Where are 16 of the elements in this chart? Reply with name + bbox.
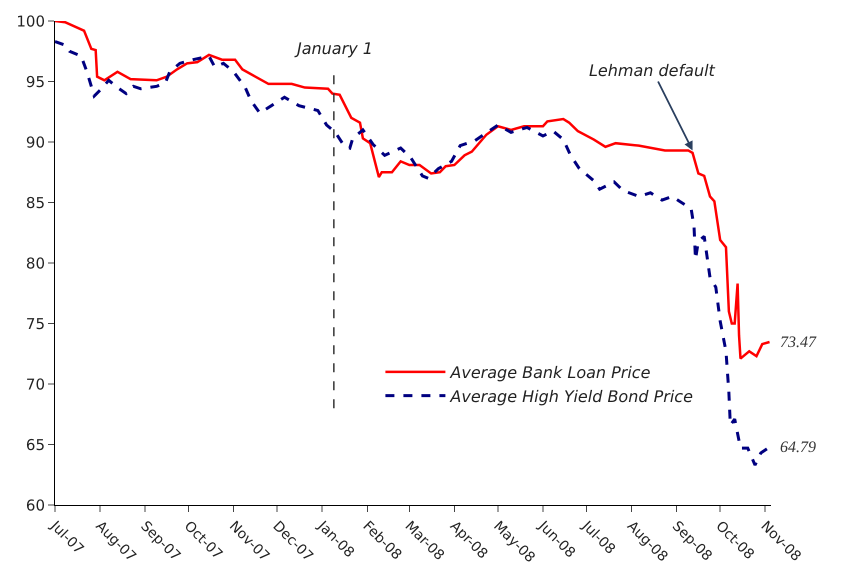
y-tick-label: 60 (26, 496, 45, 514)
annotation: 64.79 (780, 439, 816, 456)
annotation: 73.47 (780, 334, 817, 351)
annotation: Lehman default (589, 61, 716, 80)
y-tick-label: 95 (26, 72, 45, 91)
legend-label: Average Bank Loan Price (449, 363, 651, 382)
y-tick-label: 80 (26, 254, 45, 272)
y-tick-label: 85 (26, 194, 45, 212)
y-tick-label: 90 (26, 133, 45, 152)
y-tick-label: 100 (16, 12, 45, 30)
ref-line-label: January 1 (294, 39, 373, 58)
y-tick-label: 70 (26, 375, 45, 394)
y-tick-label: 65 (26, 436, 45, 454)
line-series (55, 21, 771, 360)
legend-label: Average High Yield Bond Price (449, 386, 694, 406)
y-tick-label: 75 (26, 314, 45, 333)
